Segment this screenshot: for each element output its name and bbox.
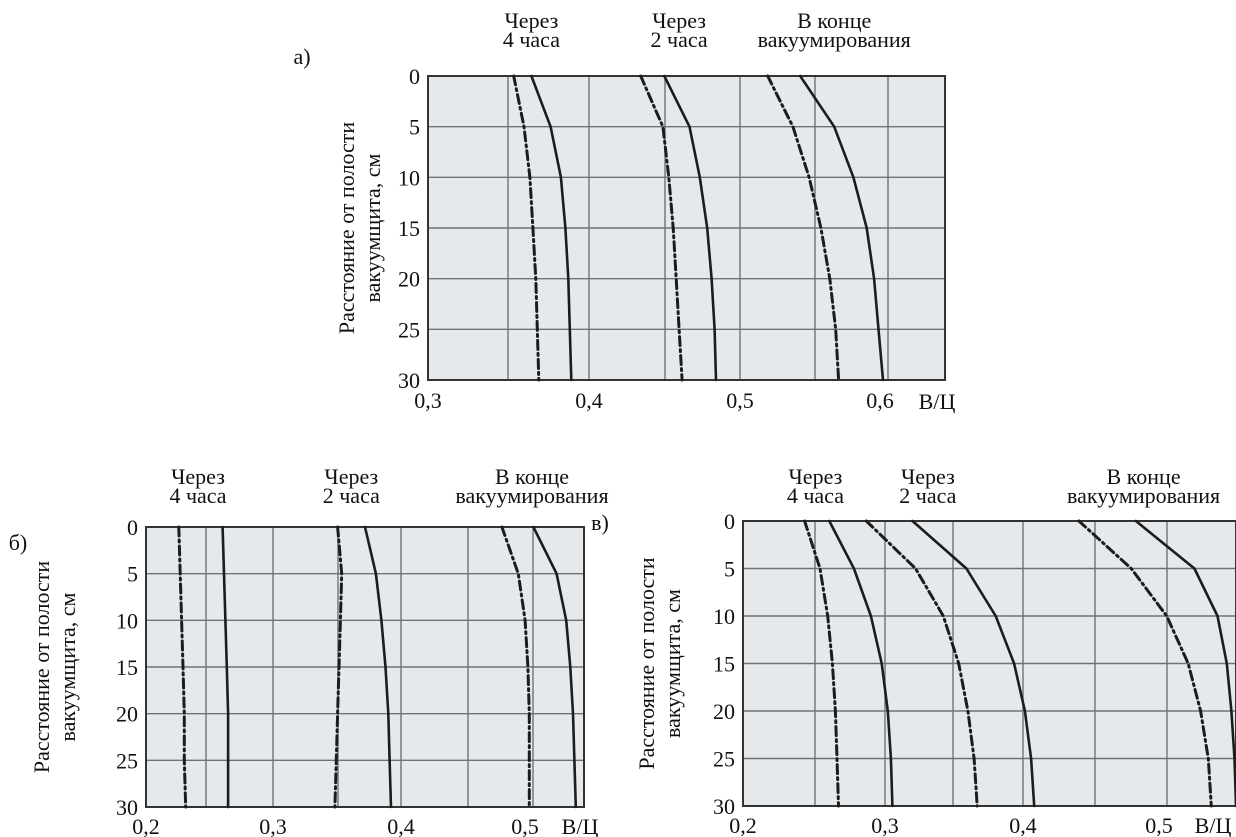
y-tick-label: 10: [398, 165, 420, 190]
y-tick-label: 0: [724, 509, 735, 534]
plot-frame: [427, 75, 946, 381]
y-tick-label: 5: [409, 115, 420, 140]
y-axis-label-line-1: Расстояние от полости: [29, 561, 54, 774]
solid-curve-2: [363, 525, 393, 809]
annotation-line-1: Через: [789, 464, 843, 489]
annotation-line-1: Через: [505, 8, 559, 33]
annotation-line-2: вакуумирования: [758, 27, 911, 52]
annotation-line-1: В конце: [1107, 464, 1181, 489]
y-tick-label: 5: [724, 557, 735, 582]
annotation-line-2: 4 часа: [503, 27, 560, 52]
y-tick-label: 25: [398, 317, 420, 342]
y-axis-label: Расстояние от полости вакуумщита, см: [29, 561, 80, 774]
y-tick-label: 0: [127, 515, 138, 540]
y-axis-label: Расстояние от полости вакуумщита, см: [334, 122, 385, 335]
y-tick-label: 10: [116, 608, 138, 633]
annotation-line-2: вакуумирования: [1067, 483, 1220, 508]
x-tick-label: 0,4: [575, 388, 603, 413]
y-tick-label: 15: [713, 652, 735, 677]
x-tick-label: 0,3: [259, 814, 287, 837]
annotation-line-2: 2 часа: [651, 27, 708, 52]
x-tick-label: 0,4: [1009, 813, 1037, 837]
dashdot-curve-2: [639, 74, 684, 382]
annotation-line-2: 2 часа: [899, 483, 956, 508]
dashdot-curve-1: [803, 519, 840, 808]
x-tick-label: 0,3: [414, 388, 442, 413]
y-tick-label: 5: [127, 562, 138, 587]
dashdot-curve-2: [864, 519, 979, 808]
dashdot-curve-1: [512, 74, 541, 382]
dashdot-curve-1: [177, 525, 188, 809]
y-tick-label: 25: [713, 747, 735, 772]
chart-panel-2: 0 5 10 15 20 25 300,2 0,3 0,4 0,5 В/Ц б)Расстояние …: [9, 464, 609, 837]
chart-panel-1: 0 5 10 15 20 25 300,3 0,4 0,5 0,6 В/Ц а) Расстояние …: [293, 8, 955, 414]
annotation-line-1: Через: [324, 464, 378, 489]
solid-curve-2: [911, 519, 1036, 808]
dashdot-curve-2: [333, 525, 344, 809]
y-axis-label: Расстояние от полости вакуумщита, см: [634, 557, 685, 770]
solid-curve-2: [662, 74, 718, 382]
panel-label: б): [9, 530, 28, 555]
y-tick-label: 30: [398, 368, 420, 393]
annotation-line-1: В конце: [797, 8, 871, 33]
x-axis-label: В/Ц: [919, 389, 956, 414]
solid-curve-1: [221, 525, 230, 809]
dashdot-curve-3: [1077, 519, 1213, 808]
annotation-line-1: Через: [652, 8, 706, 33]
x-tick-label: 0,6: [866, 388, 894, 413]
y-tick-label: 30: [116, 795, 138, 820]
y-axis-label-line-2: вакуумщита, см: [55, 592, 80, 741]
annotation-line-1: В конце: [495, 464, 569, 489]
annotation-line-1: Через: [901, 464, 955, 489]
y-tick-label: 10: [713, 604, 735, 629]
x-tick-label: 0,5: [726, 388, 754, 413]
solid-curve-3: [1134, 519, 1236, 808]
chart-panel-3: 0 5 10 15 20 25 300,2 0,3 0,4 0,5 В/Ц в) Расстояние …: [591, 464, 1236, 837]
dashdot-curve-3: [766, 74, 841, 382]
y-axis-label-line-1: Расстояние от полости: [634, 557, 659, 770]
x-tick-label: 0,5: [1145, 813, 1173, 837]
y-tick-label: 15: [398, 216, 420, 241]
x-tick-label: 0,2: [729, 813, 757, 837]
y-tick-label: 20: [116, 702, 138, 727]
y-tick-label: 25: [116, 748, 138, 773]
x-axis-label: В/Ц: [562, 814, 599, 837]
y-axis-label-line-2: вакуумщита, см: [360, 153, 385, 302]
x-tick-label: 0,2: [132, 814, 160, 837]
solid-curve-1: [827, 519, 894, 808]
y-tick-label: 20: [713, 699, 735, 724]
annotation-line-2: вакуумирования: [455, 483, 608, 508]
solid-curve-3: [532, 525, 578, 809]
y-tick-label: 0: [409, 64, 420, 89]
dashdot-curve-3: [500, 525, 531, 809]
y-axis-label-line-1: Расстояние от полости: [334, 122, 359, 335]
x-tick-label: 0,4: [387, 814, 415, 837]
x-tick-label: 0,5: [511, 814, 539, 837]
annotation-line-1: Через: [171, 464, 225, 489]
panel-label: в): [591, 510, 609, 535]
y-tick-label: 30: [713, 794, 735, 819]
annotation-line-2: 4 часа: [787, 483, 844, 508]
annotation-line-2: 2 часа: [323, 483, 380, 508]
y-axis-label-line-2: вакуумщита, см: [660, 589, 685, 738]
solid-curve-1: [530, 74, 573, 382]
x-tick-label: 0,3: [871, 813, 899, 837]
y-tick-label: 15: [116, 655, 138, 680]
x-axis-label: В/Ц: [1195, 813, 1232, 837]
solid-curve-3: [798, 74, 885, 382]
annotation-line-2: 4 часа: [169, 483, 226, 508]
y-tick-label: 20: [398, 267, 420, 292]
panel-label: а): [293, 44, 310, 69]
plot-frame: [742, 520, 1236, 807]
